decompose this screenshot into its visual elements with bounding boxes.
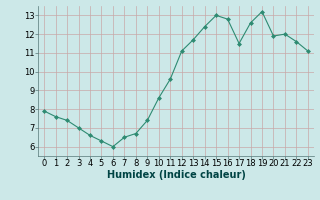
X-axis label: Humidex (Indice chaleur): Humidex (Indice chaleur) (107, 170, 245, 180)
